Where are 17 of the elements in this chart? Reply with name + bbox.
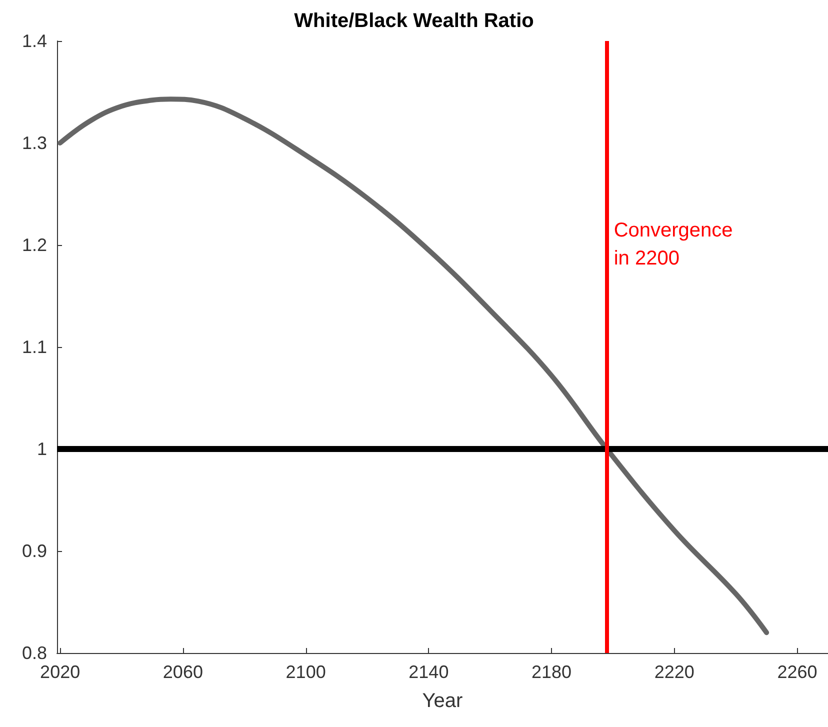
chart-title: White/Black Wealth Ratio	[294, 10, 534, 32]
y-tick-label: 1.1	[22, 337, 47, 357]
x-axis-title: Year	[422, 690, 464, 712]
y-tick-label: 0.8	[22, 643, 47, 663]
y-tick-label: 1.4	[22, 31, 47, 51]
x-tick-label: 2060	[162, 662, 203, 682]
y-tick-label: 1.3	[22, 133, 47, 153]
y-tick-label: 1.2	[22, 235, 47, 255]
y-tick-label: 1	[36, 439, 47, 459]
x-tick-label: 2260	[777, 662, 818, 682]
x-tick-label: 2020	[40, 662, 80, 682]
ref-line-label: Convergence in 2200	[614, 220, 738, 270]
x-tick-label: 2140	[408, 662, 449, 682]
x-tick-label: 2100	[286, 662, 326, 682]
x-tick-label: 2180	[532, 662, 572, 682]
y-tick-label: 0.9	[22, 541, 47, 561]
x-tick-label: 2220	[654, 662, 694, 682]
